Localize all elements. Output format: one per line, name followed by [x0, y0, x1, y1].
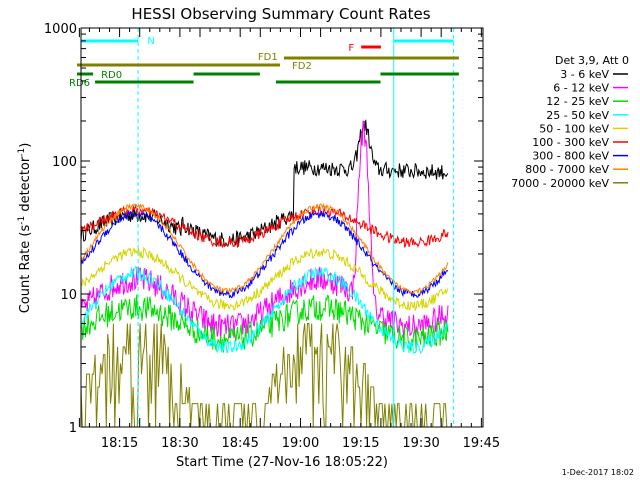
series-line-6: [80, 210, 449, 299]
y-tick-label: 1: [69, 421, 77, 436]
flare-label: F: [348, 43, 354, 54]
x-tick-label: 18:15: [101, 436, 138, 451]
y-tick-label: 1000: [44, 22, 77, 37]
plot-frame: [80, 27, 484, 428]
series-line-5: [80, 204, 449, 249]
x-tick-label: 19:30: [402, 436, 439, 451]
legend-label-4: 50 - 100 keV: [539, 122, 609, 135]
legend-label-2: 12 - 25 keV: [546, 95, 609, 108]
legend-label-8: 7000 - 20000 keV: [511, 177, 609, 190]
series-line-3: [80, 265, 449, 354]
y-axis: 1 10 100 1000: [44, 22, 483, 436]
x-tick-label: 18:30: [161, 436, 198, 451]
y-axis-label: Count Rate (s-1 detector-1): [17, 143, 33, 314]
fd2-label: FD2: [292, 61, 312, 72]
x-tick-label: 18:45: [221, 436, 258, 451]
legend-label-5: 100 - 300 keV: [532, 136, 609, 149]
legend-label-0: 3 - 6 keV: [560, 68, 609, 81]
chart-title: HESSI Observing Summary Count Rates: [131, 5, 430, 23]
series-line-2: [80, 294, 449, 353]
fd1-label: FD1: [258, 52, 278, 63]
series-line-4: [80, 246, 449, 311]
plot-series: [80, 119, 449, 428]
y-axis-label-sup2: -1: [17, 148, 27, 157]
x-tick-label: 19:00: [282, 436, 319, 451]
night-label: N: [147, 36, 154, 47]
legend-label-7: 800 - 7000 keV: [525, 163, 609, 176]
y-tick-label: 100: [52, 155, 77, 170]
footer-timestamp: 1-Dec-2017 18:02: [562, 468, 634, 477]
legend-label-1: 6 - 12 keV: [553, 82, 609, 95]
y-axis-label-sup1: -1: [17, 216, 27, 225]
x-tick-label: 19:45: [463, 436, 500, 451]
y-axis-label-prefix: Count Rate (s: [18, 225, 33, 314]
x-tick-label: 19:15: [342, 436, 379, 451]
rd0-label: RD0: [101, 70, 122, 81]
legend-label-3: 25 - 50 keV: [546, 109, 609, 122]
x-axis-label: Start Time (27-Nov-16 18:05:22): [176, 455, 388, 470]
y-axis-label-suffix: ): [18, 143, 33, 148]
rd6-label: RD6: [69, 78, 90, 89]
y-axis-label-mid: detector: [18, 156, 33, 216]
legend-header: Det 3,9, Att 0: [555, 54, 629, 67]
series-line-7: [80, 202, 449, 295]
y-tick-label: 10: [60, 288, 77, 303]
series-line-1: [80, 120, 449, 340]
x-axis: 18:15 18:30 18:45 19:00 19:15 19:30 19:45: [78, 28, 500, 451]
legend-label-6: 300 - 800 keV: [532, 150, 609, 163]
series-line-0: [80, 119, 449, 248]
